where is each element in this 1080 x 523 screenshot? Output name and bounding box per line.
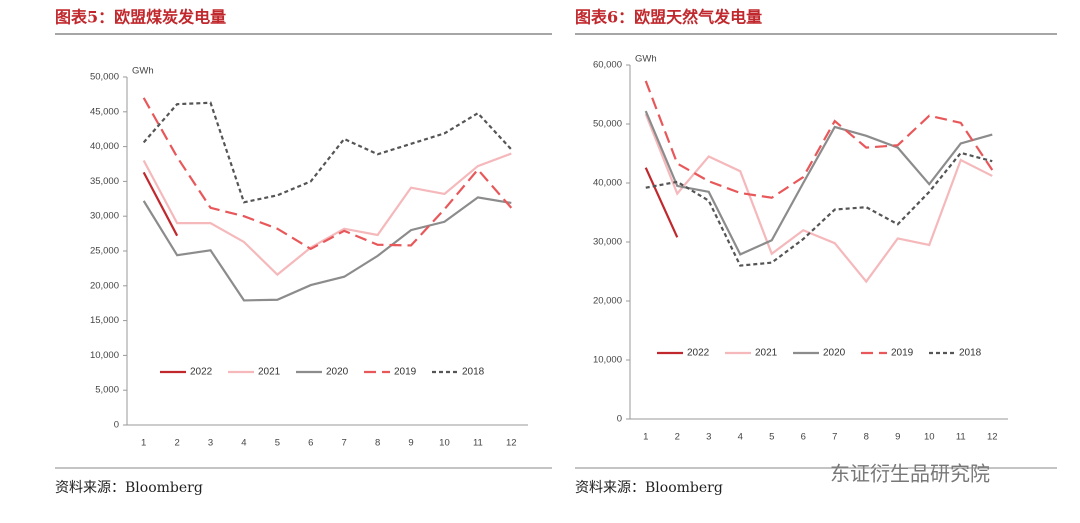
y-tick-label: 0 (114, 420, 119, 431)
x-tick-label: 5 (769, 432, 774, 443)
series-line (644, 113, 993, 284)
x-tick-label: 8 (375, 438, 380, 449)
unit-label: GWh (132, 66, 154, 77)
y-tick-label: 10,000 (593, 355, 622, 366)
y-tick-label: 50,000 (90, 72, 119, 83)
legend-label: 2020 (326, 367, 349, 378)
y-tick-label: 30,000 (593, 237, 622, 248)
y-tick-label: 40,000 (90, 141, 119, 152)
series-line (142, 101, 513, 204)
chart-title: 图表5：欧盟煤炭发电量 (55, 8, 226, 27)
source: 资料来源：Bloomberg (55, 480, 203, 496)
unit-label: GWh (635, 54, 657, 65)
y-tick-label: 60,000 (593, 60, 622, 71)
legend-label: 2021 (258, 367, 281, 378)
legend-label: 2018 (959, 348, 982, 359)
y-tick-label: 0 (617, 414, 622, 425)
series-line (142, 196, 512, 302)
x-tick-label: 11 (956, 432, 966, 443)
x-tick-label: 9 (408, 438, 413, 449)
y-tick-label: 5,000 (95, 385, 119, 396)
legend-label: 2021 (755, 348, 778, 359)
series-line (644, 110, 993, 256)
series-line (644, 167, 679, 238)
x-tick-label: 7 (832, 432, 837, 443)
y-tick-label: 25,000 (90, 246, 119, 257)
y-tick-label: 10,000 (90, 350, 119, 361)
y-tick-label: 20,000 (90, 280, 119, 291)
x-tick-label: 1 (643, 432, 648, 443)
x-tick-label: 12 (506, 438, 517, 449)
x-tick-label: 10 (924, 432, 935, 443)
y-tick-label: 30,000 (90, 211, 119, 222)
x-tick-label: 3 (706, 432, 711, 443)
watermark: 东证衍生品研究院 (830, 462, 990, 486)
series-line (644, 80, 994, 199)
x-tick-label: 11 (473, 438, 483, 449)
y-tick-label: 15,000 (90, 315, 119, 326)
x-tick-label: 9 (895, 432, 900, 443)
x-tick-label: 3 (208, 438, 213, 449)
legend-label: 2022 (687, 348, 710, 359)
legend-label: 2022 (190, 367, 213, 378)
y-tick-label: 35,000 (90, 176, 119, 187)
x-tick-label: 10 (439, 438, 450, 449)
x-tick-label: 2 (174, 438, 179, 449)
x-tick-label: 8 (864, 432, 869, 443)
x-tick-label: 5 (275, 438, 280, 449)
x-tick-label: 6 (308, 438, 313, 449)
x-tick-label: 12 (987, 432, 998, 443)
legend-label: 2019 (891, 348, 914, 359)
x-tick-label: 2 (675, 432, 680, 443)
y-tick-label: 40,000 (593, 178, 622, 189)
source: 资料来源：Bloomberg (575, 480, 723, 496)
series-line (142, 152, 512, 277)
legend-label: 2019 (394, 367, 417, 378)
y-tick-label: 20,000 (593, 296, 622, 307)
legend-label: 2020 (823, 348, 846, 359)
legend-label: 2018 (462, 367, 485, 378)
series-line (142, 171, 179, 237)
series-line (645, 151, 993, 267)
x-tick-label: 7 (342, 438, 347, 449)
series-line (142, 97, 513, 251)
y-tick-label: 50,000 (593, 119, 622, 130)
chart-title: 图表6：欧盟天然气发电量 (575, 8, 762, 27)
x-tick-label: 4 (738, 432, 743, 443)
x-tick-label: 1 (141, 438, 146, 449)
y-tick-label: 45,000 (90, 106, 119, 117)
x-tick-label: 6 (801, 432, 806, 443)
x-tick-label: 4 (241, 438, 246, 449)
